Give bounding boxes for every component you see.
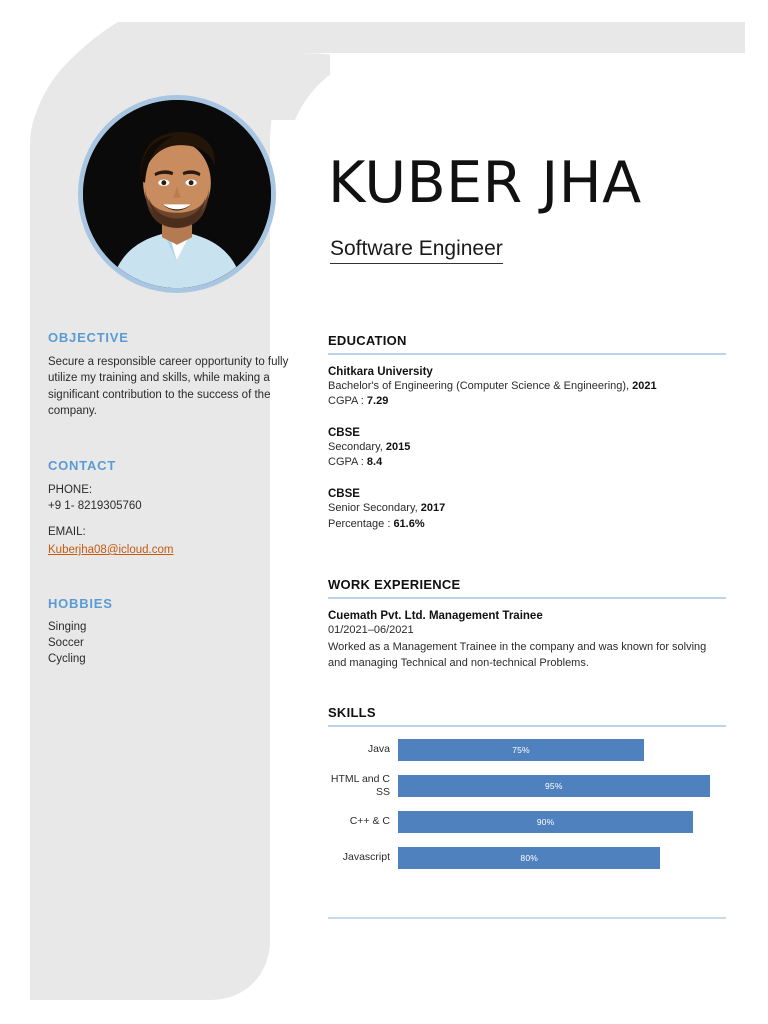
avatar bbox=[78, 95, 276, 293]
work-experience-section: WORK EXPERIENCE Cuemath Pvt. Ltd. Manage… bbox=[328, 577, 726, 688]
work-company-role: Cuemath Pvt. Ltd. Management Trainee bbox=[328, 609, 543, 622]
skill-bar-row: Javascript 80% bbox=[328, 846, 726, 870]
section-divider bbox=[328, 725, 726, 727]
email-label: EMAIL: bbox=[48, 525, 86, 538]
work-experience-heading: WORK EXPERIENCE bbox=[328, 577, 461, 592]
education-degree-text: Senior Secondary, bbox=[328, 501, 421, 514]
education-score-label: CGPA : bbox=[328, 395, 367, 408]
objective-body: Secure a responsible career opportunity … bbox=[48, 356, 289, 417]
education-institution: Chitkara University bbox=[328, 365, 433, 378]
phone-label: PHONE: bbox=[48, 484, 93, 496]
education-institution: CBSE bbox=[328, 487, 360, 500]
education-degree: Secondary, 2015 bbox=[328, 440, 726, 456]
skill-value-label: 90% bbox=[536, 816, 555, 827]
objective-section: OBJECTIVE Secure a responsible career op… bbox=[48, 330, 294, 419]
sidebar: OBJECTIVE Secure a responsible career op… bbox=[0, 0, 300, 1024]
skill-bar-fill: 90% bbox=[398, 810, 694, 833]
education-degree-text: Secondary, bbox=[328, 440, 386, 453]
page-title: KUBER JHA bbox=[328, 150, 642, 216]
phone-value: +9 1- 8219305760 bbox=[48, 500, 142, 513]
skill-bar-track: 95% bbox=[398, 774, 726, 797]
education-score: Percentage : 61.6% bbox=[328, 517, 726, 533]
bottom-divider bbox=[328, 917, 726, 919]
contact-heading: CONTACT bbox=[48, 458, 117, 473]
work-dates: 01/2021–06/2021 bbox=[328, 623, 414, 636]
skill-label: HTML and CSS bbox=[330, 773, 390, 798]
skill-value-label: 80% bbox=[520, 852, 538, 863]
education-degree: Bachelor's of Engineering (Computer Scie… bbox=[328, 379, 726, 395]
skill-bar-row: HTML and CSS 95% bbox=[328, 773, 726, 798]
education-year: 2017 bbox=[420, 501, 446, 514]
hobby-item: Soccer bbox=[48, 636, 84, 649]
education-institution: CBSE bbox=[328, 426, 360, 439]
work-description: Worked as a Management Trainee in the co… bbox=[328, 641, 707, 669]
job-title: Software Engineer bbox=[330, 237, 503, 264]
skill-label: Java bbox=[367, 743, 390, 756]
work-entry: Cuemath Pvt. Ltd. Management Trainee 01/… bbox=[328, 610, 726, 672]
skill-bar-fill: 95% bbox=[398, 774, 710, 797]
email-link[interactable]: Kuberjha08@icloud.com bbox=[48, 543, 174, 556]
education-degree-text: Bachelor's of Engineering (Computer Scie… bbox=[328, 379, 633, 392]
hobby-item: Singing bbox=[48, 621, 87, 633]
skill-bar-track: 75% bbox=[398, 738, 726, 761]
hobby-item: Cycling bbox=[48, 652, 86, 665]
education-entry: CBSE Senior Secondary, 2017 Percentage :… bbox=[328, 488, 726, 532]
education-score: CGPA : 8.4 bbox=[328, 455, 726, 471]
education-score-value: 61.6% bbox=[393, 517, 425, 530]
education-score: CGPA : 7.29 bbox=[328, 394, 726, 410]
skill-bar-row: C++ & C 90% bbox=[328, 810, 726, 834]
section-divider bbox=[328, 353, 726, 355]
skill-value-label: 95% bbox=[545, 780, 563, 791]
education-entry: CBSE Secondary, 2015 CGPA : 8.4 bbox=[328, 427, 726, 471]
education-heading: EDUCATION bbox=[328, 333, 407, 348]
skills-section: SKILLS Java 75% HTML and CSS 95% C++ & C 90% J… bbox=[328, 705, 726, 882]
hobbies-heading: HOBBIES bbox=[48, 596, 113, 611]
skills-bar-chart: Java 75% HTML and CSS 95% C++ & C 90% Javascri… bbox=[328, 738, 726, 870]
skill-bar-fill: 75% bbox=[398, 738, 644, 761]
education-score-label: CGPA : bbox=[328, 456, 367, 469]
contact-section: CONTACT PHONE: +9 1- 8219305760 EMAIL: K… bbox=[48, 458, 294, 558]
skills-heading: SKILLS bbox=[328, 705, 376, 720]
education-entry: Chitkara University Bachelor's of Engine… bbox=[328, 366, 726, 410]
skill-bar-track: 80% bbox=[398, 846, 726, 869]
objective-heading: OBJECTIVE bbox=[48, 330, 129, 345]
skill-label: C++ & C bbox=[349, 815, 390, 828]
education-year: 2021 bbox=[632, 379, 657, 392]
education-section: EDUCATION Chitkara University Bachelor's… bbox=[328, 333, 726, 549]
section-divider bbox=[328, 597, 726, 599]
skill-bar-fill: 80% bbox=[398, 846, 661, 869]
hobbies-section: HOBBIES Singing Soccer Cycling bbox=[48, 596, 294, 668]
skill-bar-row: Java 75% bbox=[328, 738, 726, 762]
education-year: 2015 bbox=[385, 440, 411, 453]
skill-value-label: 75% bbox=[512, 744, 530, 755]
education-degree: Senior Secondary, 2017 bbox=[328, 501, 726, 517]
skill-bar-track: 90% bbox=[398, 810, 726, 833]
education-score-value: 8.4 bbox=[366, 456, 383, 469]
education-score-value: 7.29 bbox=[366, 395, 389, 408]
skill-label: Javascript bbox=[342, 851, 390, 864]
education-score-label: Percentage : bbox=[328, 517, 394, 530]
